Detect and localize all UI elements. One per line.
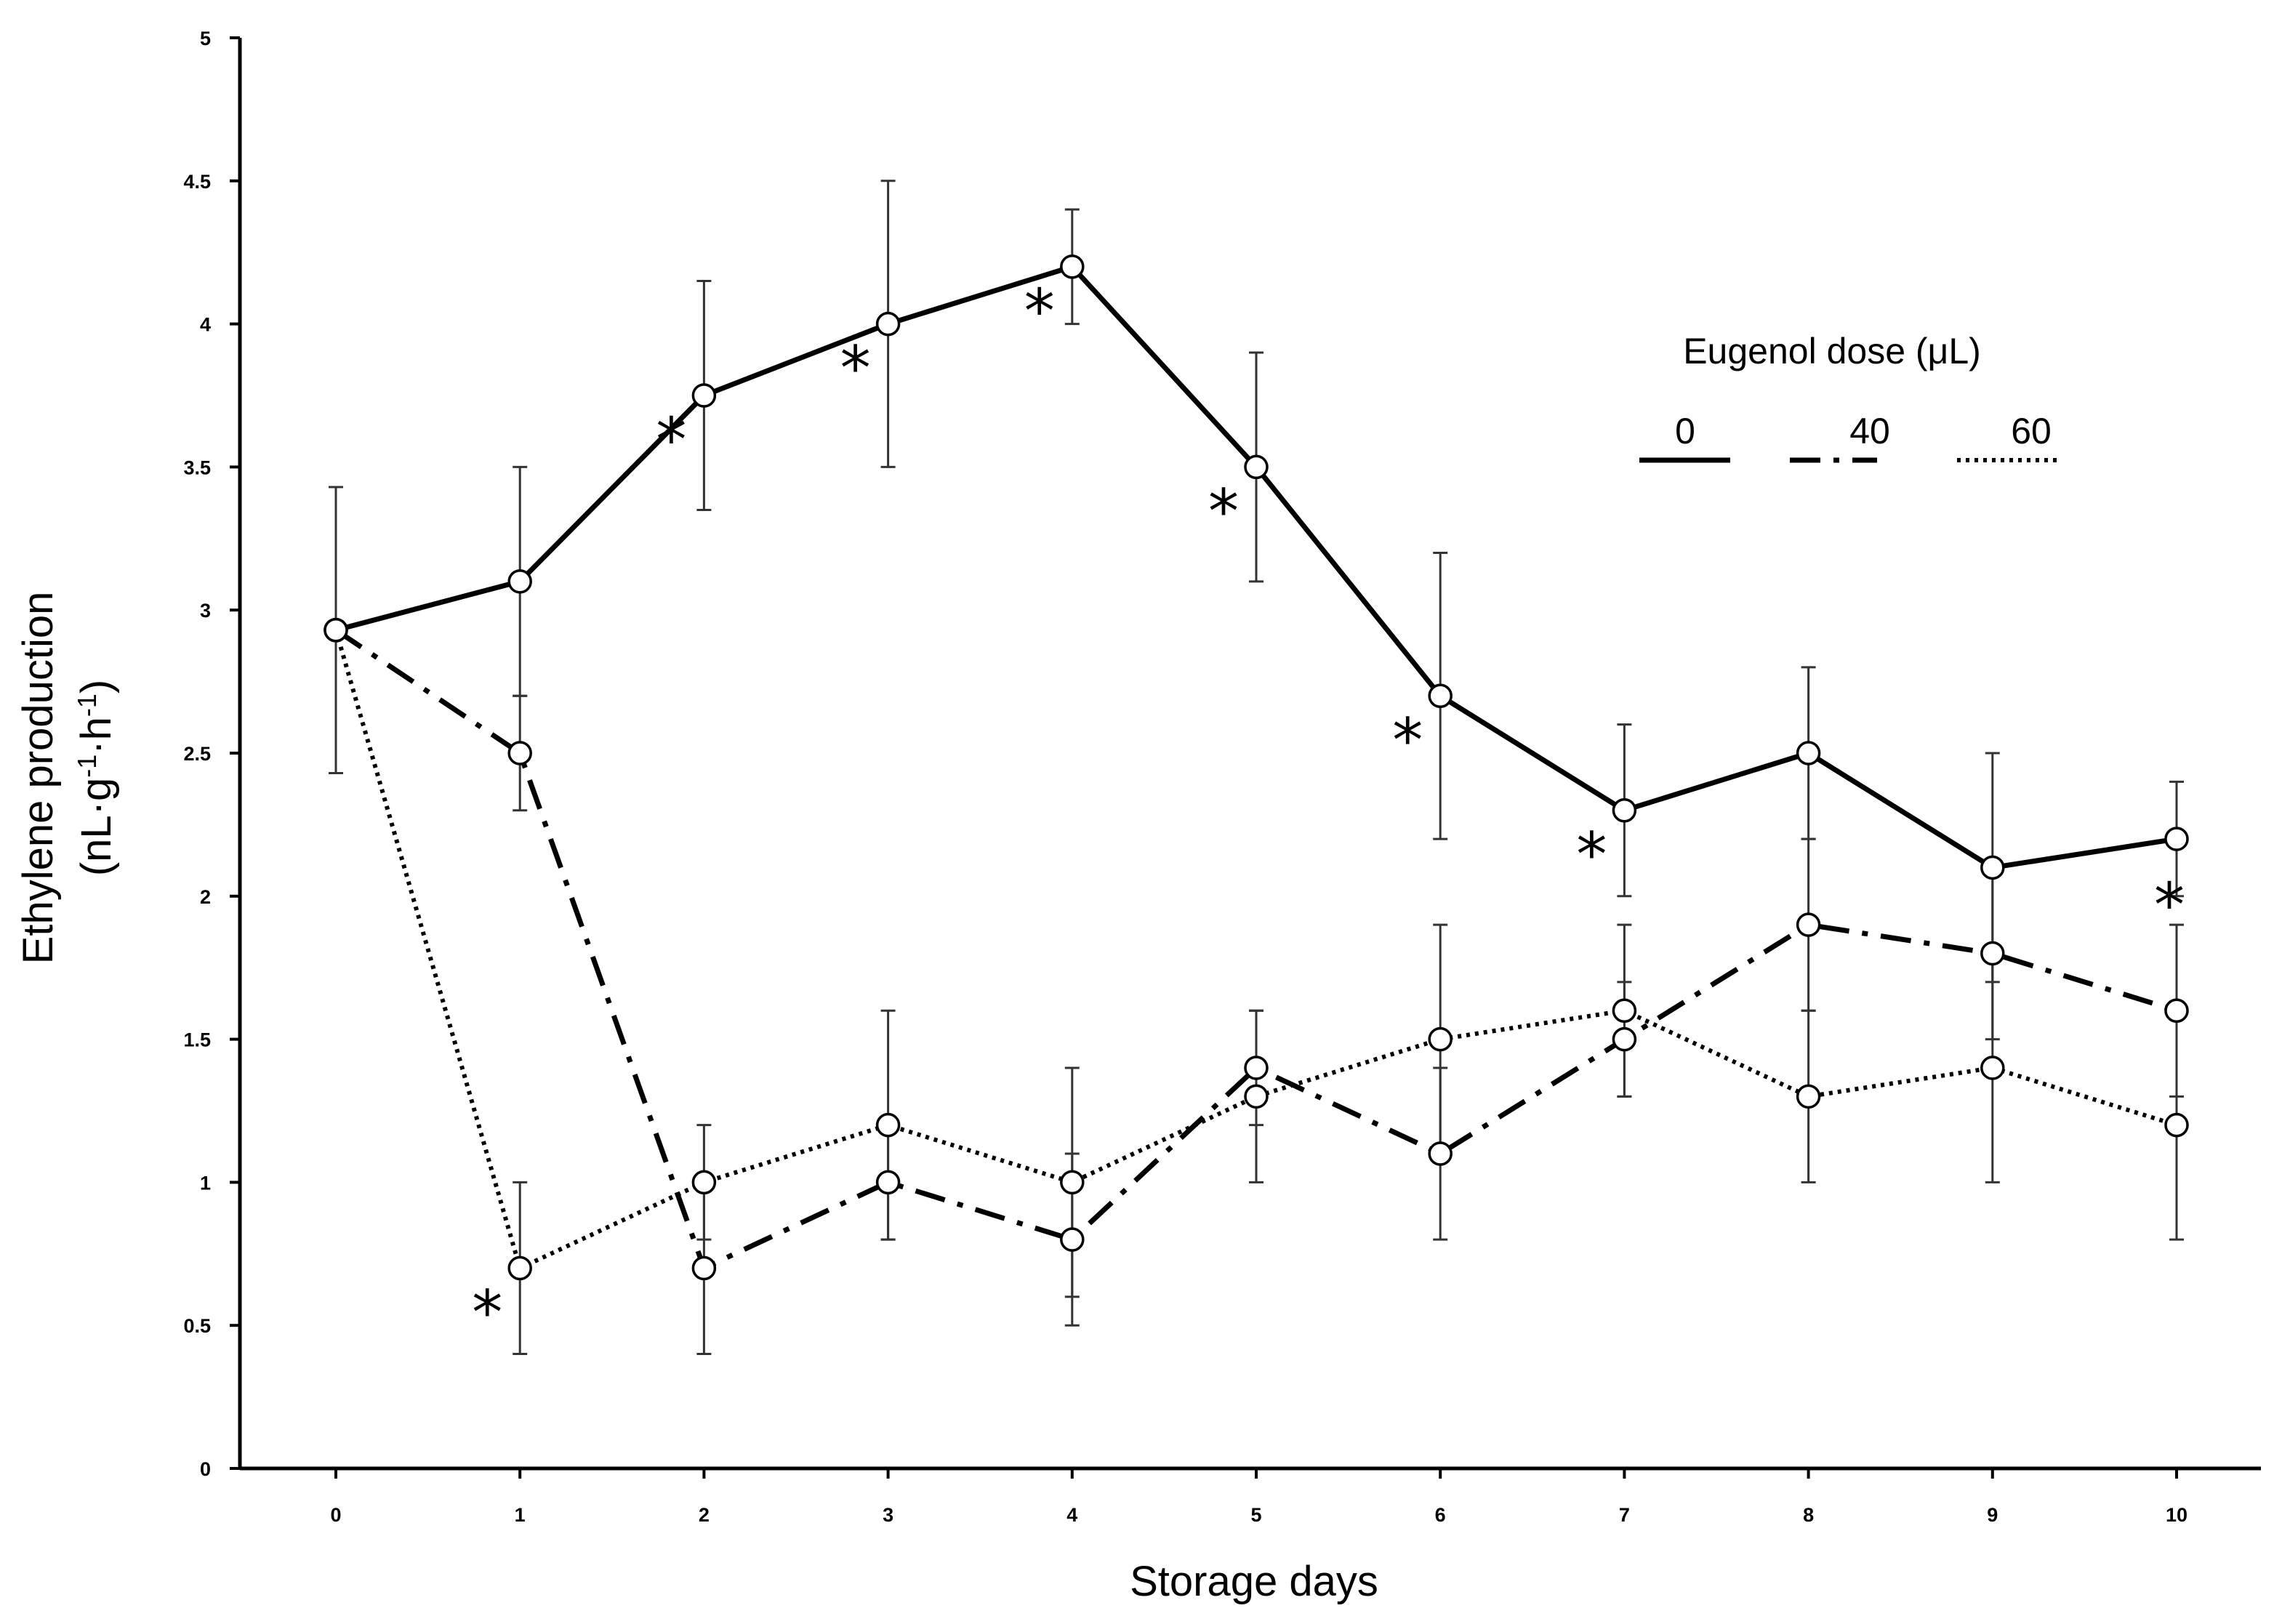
data-point-60: [507, 1255, 532, 1281]
significance-star: *: [1208, 475, 1239, 547]
data-point-0: [691, 383, 717, 408]
data-point-60: [324, 618, 348, 643]
data-point-40: [691, 1255, 717, 1281]
data-point-60: [1796, 1084, 1821, 1109]
data-point-60: [1612, 998, 1637, 1023]
y-tick-label: 1.5: [183, 1029, 211, 1051]
y-axis-title-line1: Ethylene production: [15, 592, 62, 965]
y-tick-label: 2: [200, 886, 211, 908]
series-line-40: [334, 627, 2178, 1271]
data-point-60: [1428, 1026, 1453, 1052]
y-tick-label: 3: [200, 600, 211, 622]
data-point-60: [2164, 1112, 2189, 1138]
y-tick-label: 0: [200, 1458, 211, 1480]
data-points: [324, 254, 2189, 1281]
data-point-40: [1796, 912, 1821, 937]
data-point-60: [691, 1170, 717, 1195]
y-tick-label: 0.5: [183, 1315, 211, 1337]
x-tick-label: 8: [1803, 1504, 1814, 1526]
x-tick-label: 1: [515, 1504, 526, 1526]
x-tick-label: 10: [2166, 1504, 2187, 1526]
y-tick-label: 5: [200, 28, 211, 49]
data-point-0: [1060, 254, 1085, 279]
legend-label-0: 0: [1675, 411, 1695, 451]
y-axis-title-line2: (nL·g-1·h-1): [72, 680, 120, 876]
data-point-40: [1612, 1026, 1637, 1052]
legend: Eugenol dose (μL) 0 40 60: [1639, 331, 2060, 463]
y-tick-label: 1: [200, 1172, 211, 1194]
x-tick-label: 5: [1250, 1504, 1261, 1526]
x-tick-label: 6: [1435, 1504, 1446, 1526]
y-tick-label: 2.5: [183, 743, 211, 765]
data-point-40: [2164, 998, 2189, 1023]
data-point-40: [875, 1170, 901, 1195]
data-point-0: [507, 569, 532, 594]
significance-star: *: [472, 1277, 502, 1348]
data-point-40: [507, 741, 532, 765]
significance-star: *: [2154, 869, 2185, 941]
significance-star: *: [840, 333, 871, 404]
data-point-60: [875, 1112, 901, 1138]
y-tick-label: 3.5: [183, 457, 211, 478]
significance-markers: * * * * * * * *: [472, 276, 2185, 1348]
significance-star: *: [1392, 704, 1423, 776]
data-point-0: [875, 311, 901, 337]
x-tick-label: 9: [1987, 1504, 1998, 1526]
legend-label-60: 60: [2011, 411, 2052, 451]
data-point-0: [2164, 827, 2189, 851]
data-point-60: [1980, 1056, 2005, 1080]
data-point-40: [1428, 1141, 1453, 1166]
data-point-60: [1244, 1084, 1269, 1109]
x-tick-label: 3: [883, 1504, 893, 1526]
legend-label-40: 40: [1849, 411, 1890, 451]
x-tick-label: 0: [330, 1504, 341, 1526]
x-tick-label: 4: [1066, 1504, 1077, 1526]
x-tick-label: 7: [1619, 1504, 1630, 1526]
x-tick-label: 2: [699, 1504, 710, 1526]
data-point-0: [1244, 454, 1269, 480]
data-point-0: [1612, 797, 1637, 823]
significance-star: *: [656, 404, 686, 475]
data-point-40: [1244, 1056, 1269, 1080]
legend-title: Eugenol dose (μL): [1683, 331, 1981, 371]
significance-star: *: [1576, 819, 1607, 891]
data-point-0: [1980, 855, 2005, 880]
y-tick-label: 4.5: [183, 171, 211, 193]
data-point-40: [1980, 941, 2005, 966]
axes: 0 0.5 1 1.5 2 2.5 3 3.5 4 4.5 5 0 1 2 3 4 5 6 7 8 9 10: [183, 28, 2261, 1526]
y-tick-label: 4: [200, 314, 211, 336]
significance-star: *: [1024, 276, 1055, 347]
data-point-60: [1060, 1170, 1085, 1195]
data-point-40: [1060, 1227, 1085, 1252]
data-point-0: [1428, 683, 1453, 709]
x-axis-title: Storage days: [1130, 1558, 1378, 1605]
data-point-0: [1796, 741, 1821, 765]
